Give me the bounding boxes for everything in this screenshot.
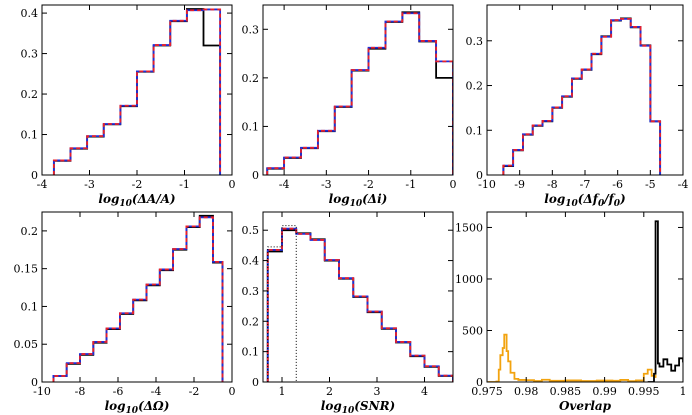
series-orange-solid bbox=[487, 333, 657, 382]
chart-panel-1: -4 -3 -2 -1 0 0 0.1 0.2 0.3 0.4 log10(ΔA/A) bbox=[21, 4, 236, 209]
chart-panel-2: -4 -3 -2 -1 0 0 0.1 0.2 0.3 log10(Δi) bbox=[242, 4, 457, 209]
series-red-dashed bbox=[52, 216, 224, 382]
x-tick-label: -3 bbox=[321, 178, 332, 191]
x-tick-label: 0.975 bbox=[471, 385, 503, 398]
x-axis-label: log10(Δi) bbox=[329, 192, 388, 209]
series-blue-solid bbox=[266, 12, 453, 175]
x-tick-label: -3 bbox=[84, 178, 95, 191]
series-blue-solid bbox=[266, 227, 453, 382]
y-tick-label: 0.3 bbox=[21, 48, 39, 61]
x-tick-label: 0.985 bbox=[550, 385, 582, 398]
series-black-solid bbox=[502, 17, 662, 175]
x-tick-label: -6 bbox=[113, 385, 124, 398]
x-tick-label: 0 bbox=[229, 178, 236, 191]
y-tick-label: 0 bbox=[252, 169, 259, 182]
chart-panel-5: 1 2 3 4 0 0.1 0.2 0.3 0.4 0.5 log10(SNR) bbox=[242, 211, 454, 415]
series-blue-solid bbox=[52, 216, 224, 382]
series-red-dashed bbox=[502, 17, 662, 175]
series-red-dashed bbox=[266, 12, 453, 175]
series-black-dotted bbox=[267, 225, 297, 382]
x-tick-label: 0.98 bbox=[514, 385, 539, 398]
y-tick-label: 0.2 bbox=[21, 225, 39, 238]
x-tick-label: -5 bbox=[645, 178, 656, 191]
x-axis-label: log10(SNR) bbox=[321, 399, 395, 415]
x-tick-label: -10 bbox=[478, 178, 496, 191]
x-tick-label: -2 bbox=[189, 385, 200, 398]
y-tick-label: 0.2 bbox=[21, 88, 39, 101]
plot-frame bbox=[262, 211, 454, 383]
x-tick-label: 1 bbox=[279, 385, 286, 398]
series-black-solid bbox=[647, 220, 683, 382]
x-tick-label: -6 bbox=[612, 178, 623, 191]
y-tick-label: 0.3 bbox=[242, 23, 260, 36]
chart-panel-6: 0.975 0.98 0.985 0.99 0.995 1 0 500 1000 1500 Over… bbox=[455, 211, 687, 413]
x-tick-label: 0.99 bbox=[592, 385, 617, 398]
y-tick-label: 0 bbox=[476, 376, 483, 389]
y-tick-label: 0.3 bbox=[242, 285, 260, 298]
x-tick-label: 4 bbox=[421, 385, 428, 398]
chart-panel-4: -10 -8 -6 -4 -2 0 0 0.05 0.1 0.15 0.2 log10(ΔΩ) bbox=[14, 211, 236, 415]
y-tick-label: 0.15 bbox=[14, 263, 39, 276]
x-axis-label: log10(ΔΩ) bbox=[105, 399, 170, 415]
x-axis-label: log10(ΔA/A) bbox=[98, 192, 175, 209]
y-tick-label: 0.5 bbox=[242, 224, 260, 237]
x-tick-label: -2 bbox=[132, 178, 143, 191]
x-tick-label: -1 bbox=[405, 178, 416, 191]
y-tick-label: 0.1 bbox=[21, 129, 39, 142]
x-axis-label: log10(Δf0/f0) bbox=[544, 192, 625, 209]
x-tick-label: 0 bbox=[450, 178, 457, 191]
y-tick-label: 0.1 bbox=[466, 124, 484, 137]
x-tick-label: -2 bbox=[363, 178, 374, 191]
plot-frame bbox=[41, 211, 233, 383]
x-tick-label: -4 bbox=[151, 385, 162, 398]
y-tick-label: 0.4 bbox=[21, 7, 39, 20]
x-tick-label: 0.995 bbox=[628, 385, 660, 398]
x-tick-label: -4 bbox=[678, 178, 689, 191]
y-tick-label: 0 bbox=[31, 169, 38, 182]
y-tick-label: 0.3 bbox=[466, 35, 484, 48]
y-tick-label: 0.4 bbox=[242, 255, 260, 268]
y-tick-label: 0.2 bbox=[242, 72, 260, 85]
chart-panel-3: -10 -9 -8 -7 -6 -5 -4 0 0.1 0.2 0.3 log10(Δf0/f0) bbox=[466, 4, 689, 209]
y-tick-label: 1500 bbox=[455, 221, 483, 234]
series-red-dashed bbox=[266, 227, 453, 382]
series-red-dashed bbox=[52, 8, 222, 175]
x-tick-label: 0 bbox=[229, 385, 236, 398]
x-tick-label: -4 bbox=[279, 178, 290, 191]
y-tick-label: 0.1 bbox=[242, 120, 260, 133]
y-tick-label: 0.2 bbox=[242, 315, 260, 328]
y-tick-label: 0.1 bbox=[242, 346, 260, 359]
y-tick-label: 0.1 bbox=[21, 300, 39, 313]
x-tick-label: -8 bbox=[547, 178, 558, 191]
series-black-solid bbox=[266, 11, 453, 175]
x-tick-label: -1 bbox=[179, 178, 190, 191]
plot-frame bbox=[262, 4, 454, 176]
x-tick-label: 2 bbox=[326, 385, 333, 398]
x-axis-label: Overlap bbox=[559, 399, 612, 413]
x-tick-label: -7 bbox=[580, 178, 591, 191]
x-tick-label: 3 bbox=[374, 385, 381, 398]
x-tick-label: 1 bbox=[680, 385, 687, 398]
y-tick-label: 500 bbox=[462, 324, 483, 337]
plot-frame bbox=[486, 211, 684, 383]
y-tick-label: 0.2 bbox=[466, 80, 484, 93]
y-tick-label: 1000 bbox=[455, 273, 483, 286]
y-tick-label: 0 bbox=[252, 376, 259, 389]
y-tick-label: 0 bbox=[476, 169, 483, 182]
y-tick-label: 0 bbox=[31, 376, 38, 389]
x-tick-label: -10 bbox=[33, 385, 51, 398]
y-tick-label: 0.05 bbox=[14, 338, 39, 351]
x-tick-label: -4 bbox=[37, 178, 48, 191]
x-tick-label: -9 bbox=[514, 178, 525, 191]
series-blue-solid bbox=[502, 17, 662, 175]
x-tick-label: -8 bbox=[75, 385, 86, 398]
series-blue-solid bbox=[52, 8, 222, 175]
